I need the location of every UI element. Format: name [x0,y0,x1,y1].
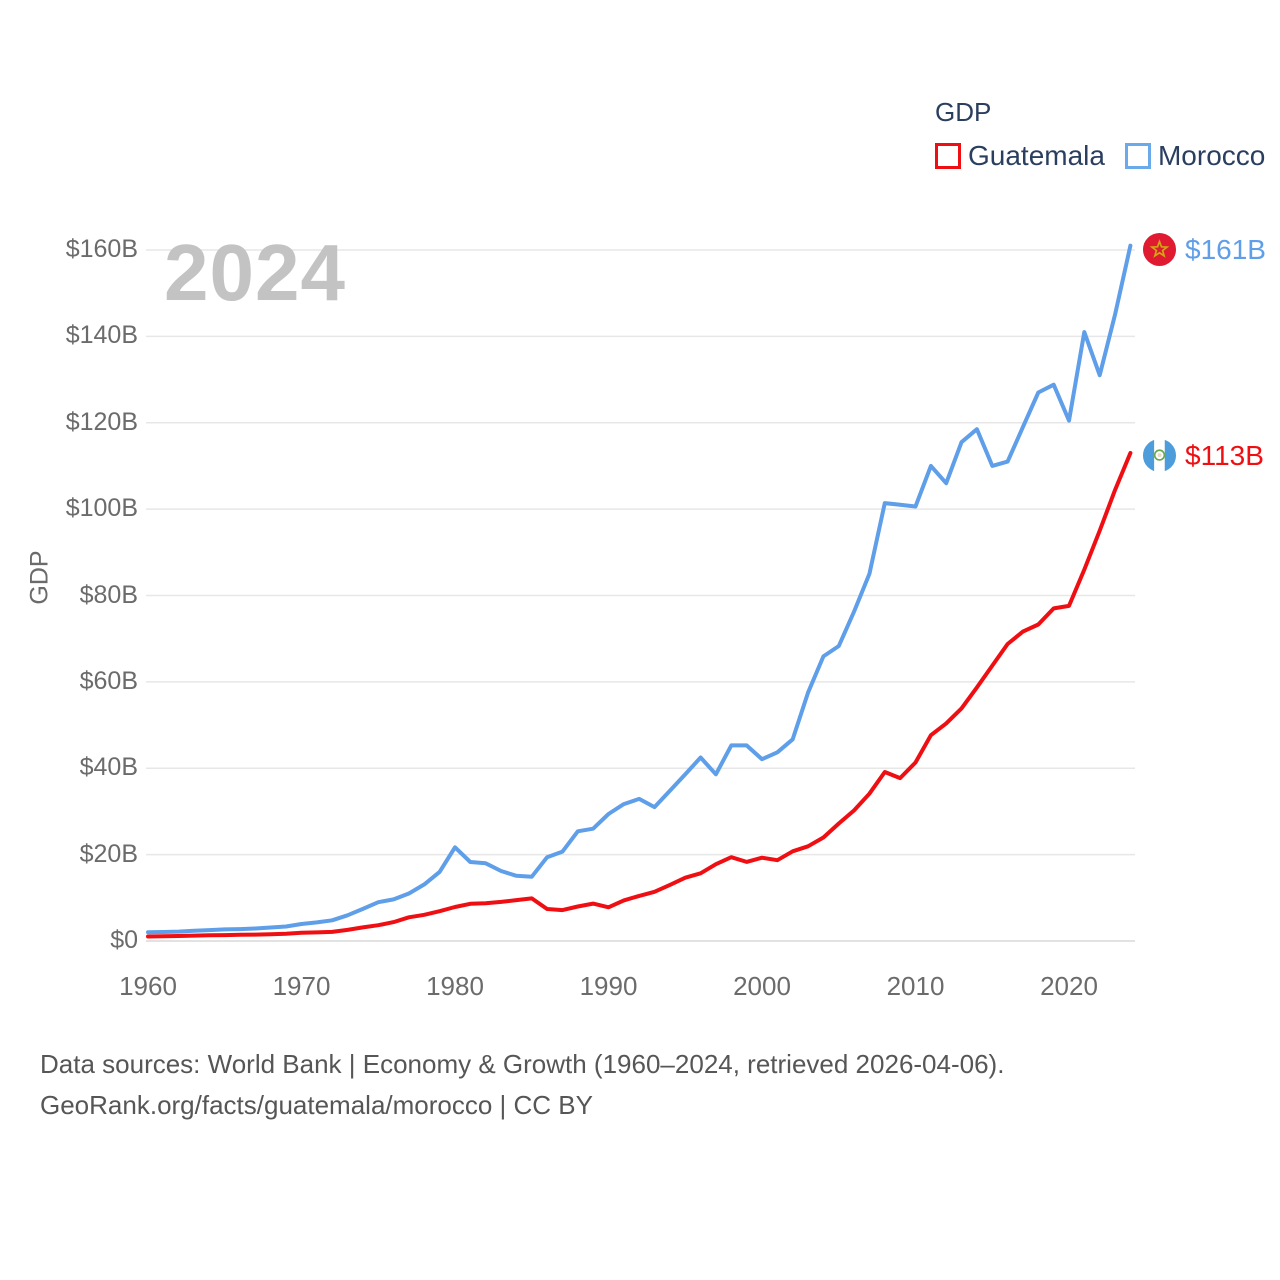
morocco-end-value: $161B [1185,233,1266,265]
y-tick-label: $80B [79,580,138,609]
legend-label-guatemala: Guatemala [968,140,1105,171]
y-tick-label: $120B [65,407,138,436]
morocco-end-label: $161B [1142,232,1266,267]
attribution-footer: Data sources: World Bank | Economy & Gro… [40,1044,1004,1126]
y-tick-label: $60B [79,666,138,695]
y-tick-label: $0 [110,926,138,954]
legend-label-morocco: Morocco [1157,140,1266,171]
legend-item-morocco[interactable]: Morocco [1124,140,1266,172]
guatemala-end-label: $113B [1142,438,1264,473]
georank-url-line: GeoRank.org/facts/guatemala/morocco | CC… [40,1090,593,1120]
y-tick-label: $100B [65,494,138,523]
y-axis-title: GDP [25,550,54,605]
guatemala-swatch-icon [935,143,961,169]
x-tick-label: 2000 [733,971,791,1001]
y-tick-label: $40B [79,753,138,782]
x-tick-label: 2020 [1040,971,1098,1001]
data-sources-line: Data sources: World Bank | Economy & Gro… [40,1049,1005,1079]
y-tick-label: $20B [79,839,138,868]
legend-items: Guatemala Morocco [935,140,1265,172]
legend-title: GDP [935,97,992,127]
morocco-flag-icon [1142,232,1177,267]
guatemala-flag-icon [1142,438,1177,473]
legend-item-guatemala[interactable]: Guatemala [935,140,1105,172]
x-tick-label: 1960 [119,971,177,1001]
morocco-swatch-icon [1124,143,1151,169]
x-tick-label: 1980 [426,971,484,1001]
guatemala-line [146,451,1133,939]
x-tick-label: 1990 [579,971,638,1001]
x-tick-label: 2010 [886,971,945,1001]
morocco-line [146,243,1133,935]
year-watermark: 2024 [164,228,346,317]
y-tick-label: $160B [65,235,138,263]
guatemala-end-value: $113B [1185,439,1264,471]
x-tick-label: 1970 [272,971,331,1001]
y-tick-label: $140B [65,321,138,350]
legend: GDP Guatemala Morocco [935,97,1265,171]
